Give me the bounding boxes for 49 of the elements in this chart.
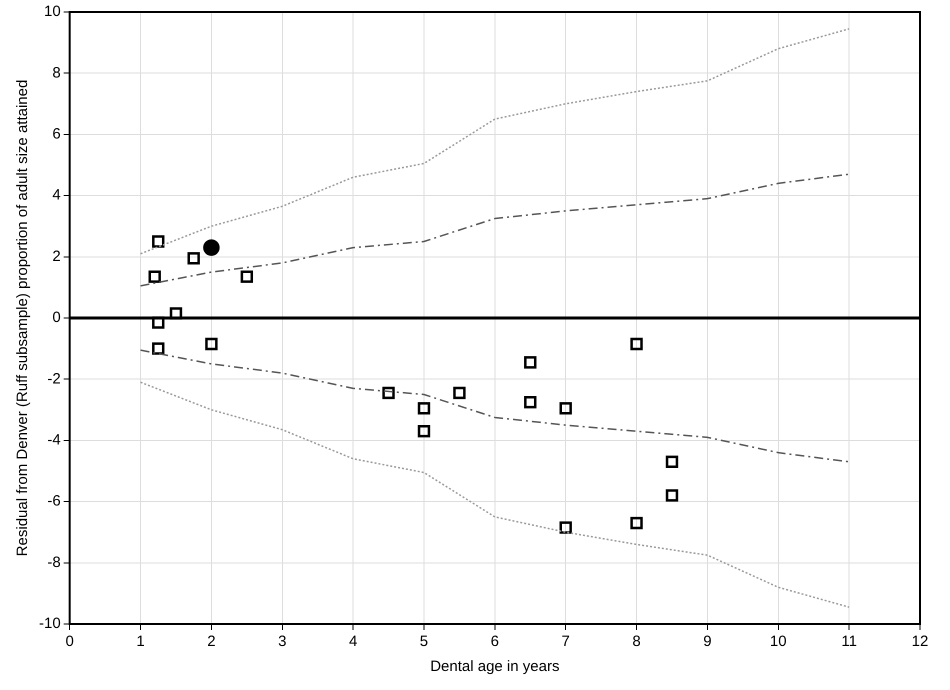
y-axis-title: Residual from Denver (Ruff subsample) proportion of adult size attained <box>14 80 32 556</box>
point <box>187 252 200 265</box>
point <box>148 270 161 283</box>
x-tick-label: 5 <box>420 633 428 650</box>
point <box>453 386 466 400</box>
y-tick-label: 8 <box>52 64 61 82</box>
x-tick-label: 8 <box>632 633 641 650</box>
point <box>418 402 430 414</box>
y-tick-label: 6 <box>52 126 61 143</box>
x-tick-label: 6 <box>490 633 500 650</box>
point <box>666 489 678 502</box>
y-tick-label: 0 <box>52 309 61 326</box>
y-tick-label: 10 <box>44 3 61 20</box>
point <box>560 402 572 414</box>
x-tick-label: 4 <box>348 633 358 650</box>
line-series <box>140 173 850 287</box>
x-tick-label: 10 <box>770 633 787 650</box>
x-tick-label: 9 <box>703 633 712 650</box>
point <box>203 239 220 256</box>
point <box>240 270 254 283</box>
point <box>630 338 643 350</box>
y-tick-label: -2 <box>47 370 61 388</box>
point <box>382 386 395 400</box>
x-axis-title: Dental age in years <box>430 658 560 676</box>
line-series <box>140 382 850 608</box>
x-tick-label: 3 <box>278 633 286 650</box>
x-tick-label: 12 <box>912 633 928 650</box>
y-tick-label: -10 <box>38 615 61 632</box>
point <box>418 425 430 438</box>
point <box>560 521 572 534</box>
line-series <box>140 349 850 463</box>
x-tick-label: 11 <box>841 633 857 650</box>
x-tick-label: 2 <box>207 633 216 650</box>
y-tick-label: 4 <box>52 186 61 204</box>
point <box>666 456 678 468</box>
point <box>524 396 536 408</box>
x-tick-label: 7 <box>562 633 570 650</box>
y-tick-label: 2 <box>52 248 61 265</box>
x-tick-label: 1 <box>136 633 145 650</box>
point <box>524 356 536 369</box>
point <box>170 307 182 320</box>
point <box>152 316 164 329</box>
x-tick-label: 0 <box>66 633 74 650</box>
y-tick-label: -4 <box>47 432 61 449</box>
point <box>630 516 643 530</box>
y-tick-label: -8 <box>47 554 61 571</box>
point <box>205 338 218 350</box>
line-series <box>140 28 850 254</box>
y-tick-label: -6 <box>47 492 61 510</box>
